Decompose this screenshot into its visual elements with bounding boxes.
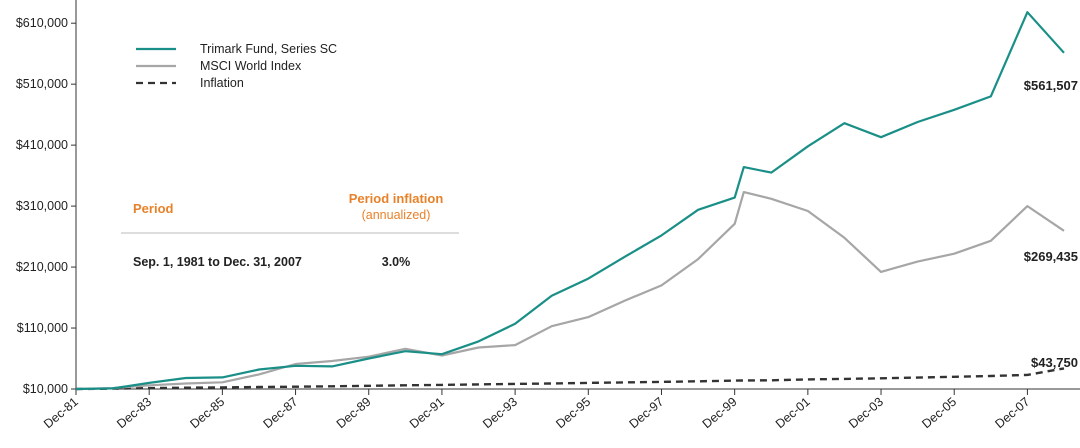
table-header-period: Period	[133, 201, 174, 216]
data-label-end: $561,507	[1024, 78, 1078, 93]
x-tick-label: Dec-03	[846, 395, 886, 432]
table-header-inflation: Period inflation	[349, 191, 444, 206]
table-subheader: (annualized)	[362, 208, 431, 222]
y-tick-label: $610,000	[16, 16, 68, 30]
x-tick-label: Dec-97	[627, 395, 667, 432]
series-line-trimark-fund-series-sc	[75, 11, 1065, 391]
data-label-end: $269,435	[1024, 249, 1078, 264]
period-table: Period Period inflation (annualized) Sep. 1…	[121, 191, 459, 269]
x-tick-label: Dec-81	[41, 395, 81, 432]
x-tick-label: Dec-89	[334, 395, 374, 432]
x-tick-label: Dec-95	[553, 395, 593, 432]
table-cell-inflation: 3.0%	[382, 255, 411, 269]
axes: $10,000 $110,000 $210,000 $310,000 $410,000 $…	[16, 0, 1080, 431]
y-tick-label: $410,000	[16, 138, 68, 152]
x-tick-label: Dec-99	[700, 395, 740, 432]
series-line-msci-world-index	[75, 191, 1065, 391]
x-tick-label: Dec-01	[773, 395, 813, 432]
legend: Trimark Fund, Series SC MSCI World Index I…	[136, 42, 337, 90]
table-cell-period: Sep. 1, 1981 to Dec. 31, 2007	[133, 255, 302, 269]
end-labels: $561,507 $269,435 $43,750	[1024, 78, 1078, 370]
y-tick-label: $510,000	[16, 77, 68, 91]
x-tick-label: Dec-05	[919, 395, 959, 432]
x-tick-label: Dec-83	[114, 395, 154, 432]
y-tick-label: $210,000	[16, 260, 68, 274]
legend-label: Trimark Fund, Series SC	[200, 42, 337, 56]
legend-label: MSCI World Index	[200, 59, 302, 73]
legend-label: Inflation	[200, 76, 244, 90]
x-tick-label: Dec-93	[480, 395, 520, 432]
data-label-end: $43,750	[1031, 355, 1078, 370]
x-tick-label: Dec-91	[407, 395, 447, 432]
x-tick-label: Dec-07	[992, 395, 1032, 432]
series-line-inflation	[75, 367, 1065, 391]
x-tick-label: Dec-87	[261, 395, 301, 432]
y-tick-label: $310,000	[16, 199, 68, 213]
y-tick-label: $110,000	[17, 321, 68, 335]
y-tick-label: $10,000	[23, 382, 68, 396]
x-tick-label: Dec-85	[187, 395, 227, 432]
series-layer	[75, 11, 1065, 391]
